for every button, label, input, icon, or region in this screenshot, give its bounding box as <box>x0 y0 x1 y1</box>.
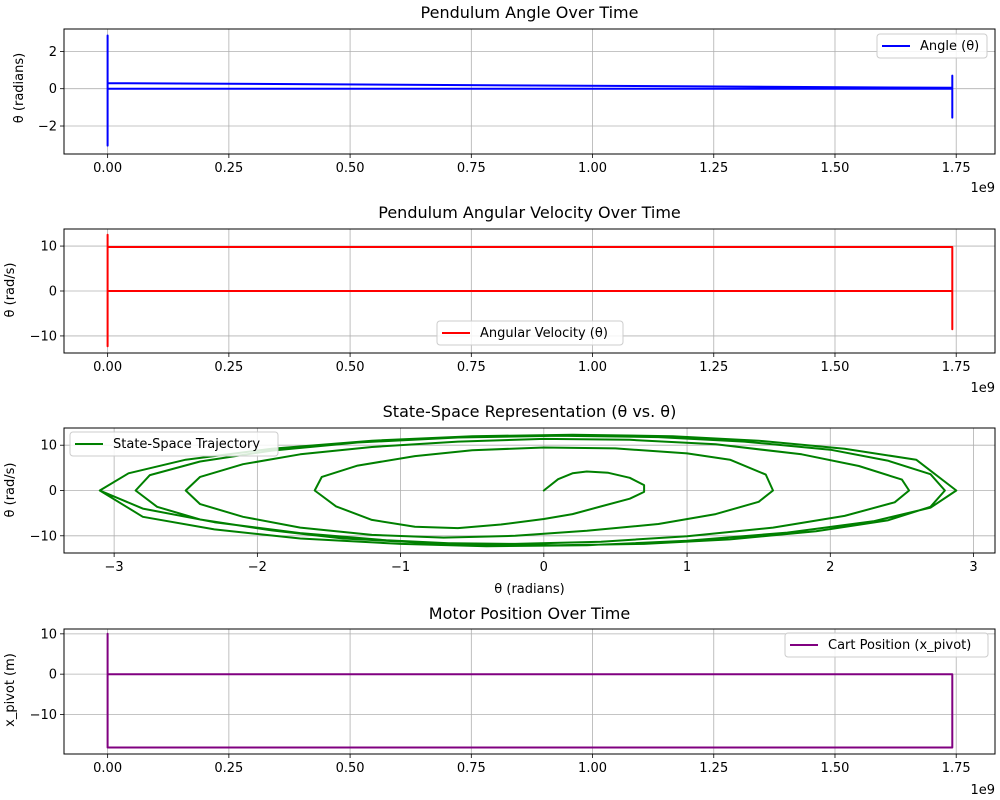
plot-area <box>106 233 954 348</box>
plot-area <box>106 34 954 147</box>
series-line <box>106 34 954 147</box>
axis-ticks: 0.00 0.25 0.50 0.75 1.00 1.25 1.50 1.75 −10 0 10 <box>30 240 971 375</box>
x-tick-label: 1.25 <box>699 761 728 776</box>
legend-label: State-Space Trajectory <box>113 437 260 452</box>
x-tick-label: 0.75 <box>457 161 486 176</box>
series-line <box>106 233 954 348</box>
subplot-title: Pendulum Angle Over Time <box>421 3 639 22</box>
x-tick-label: 1.75 <box>942 360 971 375</box>
legend-box <box>69 431 279 457</box>
subplot-motor-position: Motor Position Over Time x_pivot (m) 0.0… <box>3 604 996 798</box>
x-tick-label: 0.75 <box>457 360 486 375</box>
x-axis-offset-label: 1e9 <box>970 381 995 396</box>
y-axis-label: θ (radians) <box>12 53 27 123</box>
plot-area <box>106 632 954 749</box>
x-tick-label: 0.50 <box>336 360 365 375</box>
x-tick-label: 1.75 <box>942 161 971 176</box>
x-tick-label: 0 <box>540 560 548 575</box>
series-line <box>106 632 954 749</box>
y-tick-label: 2 <box>49 45 57 60</box>
legend: Angle (θ) <box>876 33 988 59</box>
y-tick-label: 0 <box>49 668 57 683</box>
x-tick-label: 1.25 <box>699 360 728 375</box>
legend-label: Angular Velocity (θ) <box>480 326 608 341</box>
x-tick-label: −1 <box>391 560 410 575</box>
x-tick-label: 1.75 <box>942 761 971 776</box>
y-tick-label: 10 <box>40 439 57 454</box>
x-tick-label: 0.75 <box>457 761 486 776</box>
x-tick-label: 3 <box>969 560 977 575</box>
series-line <box>98 433 958 548</box>
x-tick-label: 1.50 <box>821 161 850 176</box>
x-tick-label: 1 <box>683 560 691 575</box>
legend-box <box>784 632 989 658</box>
axis-ticks: 0.00 0.25 0.50 0.75 1.00 1.25 1.50 1.75 −2 0 2 <box>38 45 971 176</box>
subplot-title: State-Space Representation (θ vs. θ) <box>383 402 677 421</box>
x-tick-label: 0.25 <box>214 360 243 375</box>
x-tick-label: 1.50 <box>821 360 850 375</box>
x-tick-label: 0.00 <box>93 360 122 375</box>
y-tick-label: −2 <box>38 120 57 135</box>
legend-label: Angle (θ) <box>920 39 979 54</box>
axes-frame <box>63 628 996 755</box>
x-axis-offset-label: 1e9 <box>970 181 995 196</box>
y-axis-label: θ (rad/s) <box>3 463 18 518</box>
y-axis-label: x_pivot (m) <box>3 653 18 727</box>
x-tick-label: 0.50 <box>336 161 365 176</box>
legend: State-Space Trajectory <box>69 431 279 457</box>
y-axis-label: θ (rad/s) <box>3 263 18 318</box>
legend: Angular Velocity (θ) <box>436 320 624 346</box>
legend-label: Cart Position (x_pivot) <box>828 638 971 653</box>
x-tick-label: −2 <box>248 560 267 575</box>
x-axis-label: θ (radians) <box>494 582 564 597</box>
plot-area <box>98 433 958 548</box>
y-tick-label: 0 <box>49 285 57 300</box>
y-tick-label: 10 <box>40 240 57 255</box>
x-tick-label: 1.00 <box>578 761 607 776</box>
x-tick-label: 0.50 <box>336 761 365 776</box>
y-tick-label: −10 <box>30 708 57 723</box>
x-tick-label: 1.25 <box>699 161 728 176</box>
legend-box <box>436 320 624 346</box>
subplot-title: Pendulum Angular Velocity Over Time <box>378 203 681 222</box>
x-tick-label: 1.50 <box>821 761 850 776</box>
y-tick-label: 0 <box>49 484 57 499</box>
x-tick-label: 0.25 <box>214 761 243 776</box>
axes-frame <box>63 28 996 155</box>
x-tick-label: −3 <box>105 560 124 575</box>
y-tick-label: −10 <box>30 329 57 344</box>
y-tick-label: 10 <box>40 627 57 642</box>
axes-frame <box>63 427 996 554</box>
x-tick-label: 1.00 <box>578 161 607 176</box>
axes-frame <box>63 228 996 354</box>
x-tick-label: 2 <box>826 560 834 575</box>
y-tick-label: −10 <box>30 529 57 544</box>
y-tick-label: 0 <box>49 82 57 97</box>
subplot-title: Motor Position Over Time <box>429 604 630 623</box>
legend: Cart Position (x_pivot) <box>784 632 989 658</box>
axis-ticks: 0.00 0.25 0.50 0.75 1.00 1.25 1.50 1.75 −10 0 10 <box>30 627 971 776</box>
x-tick-label: 0.00 <box>93 161 122 176</box>
x-tick-label: 0.00 <box>93 761 122 776</box>
legend-box <box>876 33 988 59</box>
subplot-angular-velocity: Pendulum Angular Velocity Over Time θ (r… <box>3 203 996 396</box>
subplot-state-space: State-Space Representation (θ vs. θ) θ (… <box>3 402 996 597</box>
x-tick-label: 1.00 <box>578 360 607 375</box>
x-axis-offset-label: 1e9 <box>970 783 995 798</box>
x-tick-label: 0.25 <box>214 161 243 176</box>
subplot-angle: Pendulum Angle Over Time θ (radians) 0.0… <box>12 3 996 196</box>
